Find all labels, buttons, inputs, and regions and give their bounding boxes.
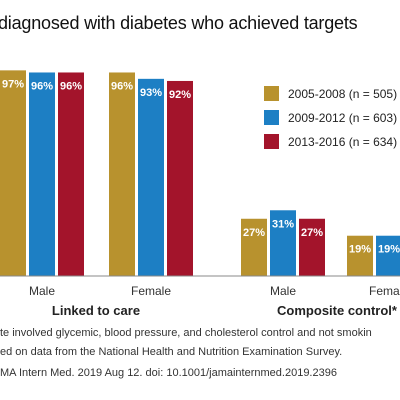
legend-swatch-series-2 xyxy=(264,110,279,125)
bar-value-label: 93% xyxy=(140,87,162,99)
bar-value-label: 96% xyxy=(60,80,82,92)
bar-linked-to-care-male-series-3 xyxy=(58,72,84,276)
bar-value-label: 27% xyxy=(243,227,265,239)
legend-label-series-3: 2013-2016 (n = 634) xyxy=(288,135,397,149)
bar-composite-control-male-series-2 xyxy=(270,210,296,276)
bar-linked-to-care-female-series-2 xyxy=(138,78,164,276)
bar-value-label: 92% xyxy=(169,89,191,101)
bar-value-label: 27% xyxy=(301,227,323,239)
bar-composite-control-female-series-1 xyxy=(347,235,373,276)
footnote-data-source: ed on data from the National Health and … xyxy=(0,346,343,358)
chart-title: diagnosed with diabetes who achieved tar… xyxy=(0,13,358,33)
category-label-composite-control-male: Male xyxy=(270,284,296,298)
footnote-citation: MA Intern Med. 2019 Aug 12. doi: 10.1001… xyxy=(0,367,337,379)
footnote-composite-definition: te involved glycemic, blood pressure, an… xyxy=(0,327,372,339)
legend: 2005-2008 (n = 505) 2009-2012 (n = 603) 20… xyxy=(264,86,397,149)
category-labels-layer: Male Female Male Female xyxy=(29,284,400,298)
group-label-linked-to-care: Linked to care xyxy=(52,303,140,318)
bar-composite-control-male-series-3 xyxy=(299,218,325,276)
legend-swatch-series-1 xyxy=(264,86,279,101)
bar-composite-control-female-series-2 xyxy=(376,235,400,276)
bar-value-label: 96% xyxy=(111,80,133,92)
bar-value-label: 19% xyxy=(378,244,400,256)
bar-linked-to-care-male-series-1 xyxy=(0,70,26,276)
bar-value-label: 96% xyxy=(31,80,53,92)
bar-composite-control-male-series-1 xyxy=(241,218,267,276)
category-label-composite-control-female: Female xyxy=(369,284,400,298)
legend-label-series-1: 2005-2008 (n = 505) xyxy=(288,87,397,101)
bar-linked-to-care-female-series-3 xyxy=(167,80,193,277)
bar-value-label: 19% xyxy=(349,244,371,256)
bar-value-label: 97% xyxy=(2,78,24,90)
group-labels-layer: Linked to care Composite control* xyxy=(52,303,398,318)
category-label-linked-to-care-female: Female xyxy=(131,284,171,298)
legend-label-series-2: 2009-2012 (n = 603) xyxy=(288,111,397,125)
bar-linked-to-care-female-series-1 xyxy=(109,72,135,276)
bar-linked-to-care-male-series-2 xyxy=(29,72,55,276)
category-label-linked-to-care-male: Male xyxy=(29,284,55,298)
bar-value-label: 31% xyxy=(272,218,294,230)
legend-swatch-series-3 xyxy=(264,134,279,149)
bars-layer xyxy=(0,70,400,277)
group-label-composite-control: Composite control* xyxy=(277,303,398,318)
bar-labels-layer: 97% 96% 27% 19% 96% 93% 31% 19% 96% 92% 27% xyxy=(2,78,400,255)
